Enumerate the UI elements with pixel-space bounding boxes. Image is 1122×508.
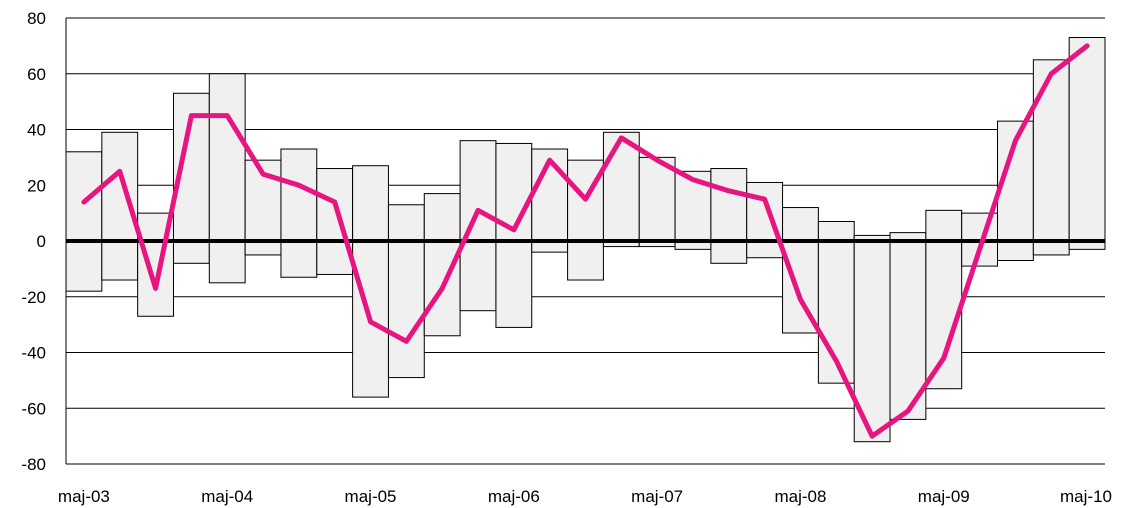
y-tick-label: -40 — [21, 344, 46, 363]
series-line — [81, 43, 1090, 439]
range-bar — [1032, 59, 1070, 256]
x-tick-label: maj-07 — [631, 487, 683, 506]
y-tick-label: 0 — [37, 232, 46, 251]
y-tick-label: -20 — [21, 288, 46, 307]
range-bar — [1068, 37, 1106, 250]
y-tick-label: 20 — [27, 176, 46, 195]
y-tick-label: 80 — [27, 9, 46, 28]
x-tick-label: maj-06 — [488, 487, 540, 506]
range-bars — [65, 37, 1106, 443]
range-bar — [602, 131, 640, 248]
y-tick-label: -60 — [21, 399, 46, 418]
range-bar — [495, 142, 533, 328]
series-line-group — [81, 43, 1090, 439]
y-tick-label: 40 — [27, 121, 46, 140]
x-tick-label: maj-05 — [345, 487, 397, 506]
x-tick-label: maj-04 — [201, 487, 253, 506]
range-bar — [316, 168, 354, 275]
range-bar — [531, 148, 569, 253]
x-tick-label: maj-10 — [1060, 487, 1112, 506]
range-bar — [387, 204, 425, 379]
x-tick-label: maj-09 — [918, 487, 970, 506]
range-bar — [710, 168, 748, 264]
x-tick-label: maj-08 — [774, 487, 826, 506]
range-bar — [889, 232, 927, 420]
range-bar — [459, 140, 497, 312]
range-bar — [638, 156, 676, 248]
range-bar — [65, 151, 103, 292]
y-tick-labels: 80 60 40 20 0 -20 -40 -60 -80 — [21, 9, 46, 474]
x-tick-label: maj-03 — [58, 487, 110, 506]
x-tick-labels: maj-03 maj-04 maj-05 maj-06 maj-07 maj-08 maj-… — [58, 487, 1112, 506]
range-bar — [280, 148, 318, 278]
y-tick-label: 60 — [27, 65, 46, 84]
range-bar — [208, 73, 246, 284]
y-tick-label: -80 — [21, 455, 46, 474]
